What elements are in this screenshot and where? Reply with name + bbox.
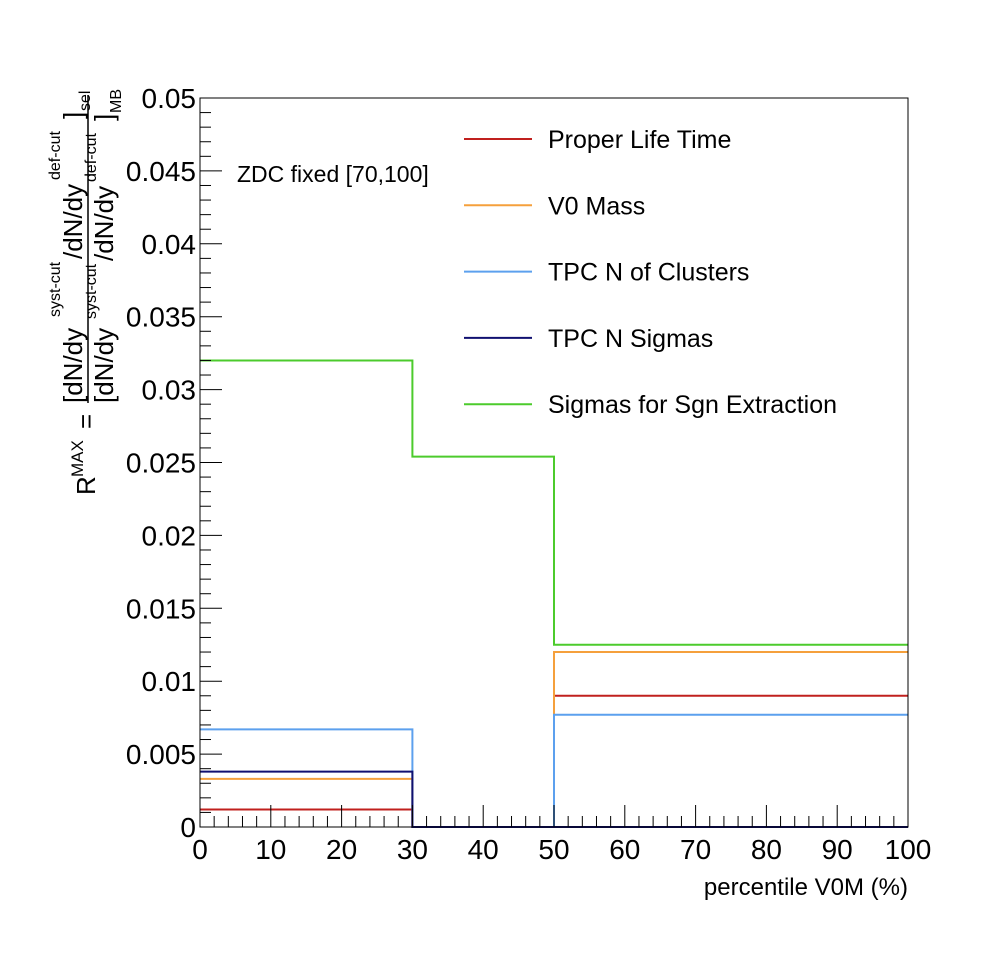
y-title-den-sub: MB [108,89,125,113]
legend-label: Sigmas for Sgn Extraction [548,391,837,419]
y-tick-label: 0.035 [126,302,196,333]
x-tick-label: 10 [255,834,286,865]
y-title-equals: = [71,414,101,429]
y-title-num-sup2: def-cut [47,131,64,180]
y-title-num-mid: /dN/dy [58,184,88,259]
x-tick-label: 100 [885,834,932,865]
x-tick-label: 20 [326,834,357,865]
x-tick-label: 40 [468,834,499,865]
y-title-num-sup1: syst-cut [47,261,64,317]
x-tick-label: 50 [538,834,569,865]
y-tick-label: 0.05 [142,83,197,114]
legend-label: V0 Mass [548,192,645,220]
ticks-layer [199,97,909,828]
x-tick-label: 60 [609,834,640,865]
y-title-den-sup2: def-cut [83,133,100,182]
x-axis-title: percentile V0M (%) [704,874,908,901]
tick-labels-layer: 0 10 20 30 40 50 60 70 80 90 100 0 0.005 0.01 0.015 0.0… [126,83,931,865]
y-title-den-sup1: syst-cut [83,263,100,319]
series-line-4 [200,359,908,646]
x-tick-label: 70 [680,834,711,865]
y-tick-label: 0.03 [142,375,197,406]
y-tick-label: 0.04 [142,229,197,260]
y-title-den-close: ] [89,114,119,121]
y-title-den-open: [dN/dy [89,328,119,403]
legend-label: TPC N Sigmas [548,325,713,353]
legend: Proper Life Time V0 Mass TPC N of Clusters… [464,126,837,419]
y-tick-label: 0.045 [126,156,196,187]
y-tick-label: 0.01 [142,666,197,697]
y-title-lhs-sup: MAX [68,440,87,477]
x-tick-label: 30 [397,834,428,865]
legend-label: TPC N of Clusters [548,259,749,287]
legend-label: Proper Life Time [548,126,731,154]
y-title-den-mid: /dN/dy [89,186,119,261]
x-tick-label: 0 [192,834,208,865]
y-title-num-close: ] [58,112,88,119]
y-title-num-open: [dN/dy [58,328,88,403]
y-tick-label: 0.005 [126,739,196,770]
y-axis-title: R MAX = [dN/dy syst-cut /dN/dy def-cut ]… [47,89,125,495]
plot-frame [199,97,909,828]
y-tick-label: 0.025 [126,448,196,479]
x-tick-label: 80 [751,834,782,865]
x-tick-label: 90 [822,834,853,865]
y-tick-label: 0.02 [142,520,197,551]
y-title-num-sub: sel [77,91,94,111]
annotation-zdc: ZDC fixed [70,100] [237,161,429,187]
y-title-lhs: R [71,476,101,495]
y-tick-label: 0 [180,812,196,843]
y-tick-label: 0.015 [126,593,196,624]
